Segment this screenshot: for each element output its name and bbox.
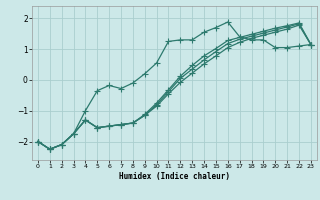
X-axis label: Humidex (Indice chaleur): Humidex (Indice chaleur) bbox=[119, 172, 230, 181]
